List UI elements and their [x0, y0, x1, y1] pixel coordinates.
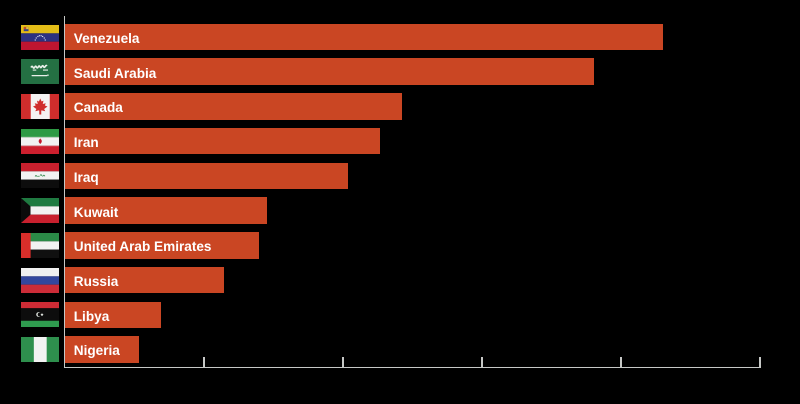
bar-label: Saudi Arabia	[73, 65, 157, 81]
bar[interactable]: Kuwait	[65, 197, 267, 224]
libya-flag-icon	[20, 302, 59, 328]
bar[interactable]: Libya	[65, 301, 162, 328]
bar[interactable]: Venezuela	[65, 23, 663, 51]
iran-flag-icon	[20, 128, 59, 154]
x-axis-tick	[203, 357, 205, 367]
bar-label: Canada	[73, 100, 123, 116]
bar-label: Libya	[73, 308, 110, 324]
canada-flag-icon	[20, 93, 59, 119]
nigeria-flag-icon	[20, 336, 59, 362]
iraq-flag-icon	[20, 163, 59, 189]
canada-flag-icon	[20, 93, 59, 119]
libya-flag-icon	[20, 302, 59, 328]
bar[interactable]: Iraq	[65, 162, 349, 190]
bar-label: Kuwait	[73, 204, 119, 220]
iran-flag-icon	[20, 128, 59, 154]
bar[interactable]: Nigeria	[65, 336, 139, 363]
kuwait-flag-icon	[20, 198, 59, 224]
saudi-arabia-flag-icon	[20, 59, 59, 85]
bar-label: Iran	[73, 135, 99, 151]
iraq-flag-icon	[20, 163, 59, 189]
bar[interactable]: Russia	[65, 266, 225, 294]
bar-label: Iraq	[73, 169, 99, 185]
x-axis-tick	[342, 357, 344, 367]
venezuela-flag-icon	[20, 24, 59, 50]
united-arab-emirates-flag-icon	[20, 232, 59, 258]
kuwait-flag-icon	[20, 198, 59, 224]
venezuela-flag-icon	[20, 24, 59, 50]
russia-flag-icon	[20, 267, 59, 293]
nigeria-flag-icon	[20, 336, 59, 362]
x-axis-tick	[759, 357, 761, 367]
bar-label: United Arab Emirates	[73, 239, 212, 255]
russia-flag-icon	[20, 267, 59, 293]
y-axis-line	[63, 16, 66, 369]
united-arab-emirates-flag-icon	[20, 232, 59, 258]
bar-label: Venezuela	[73, 30, 140, 46]
bar-label: Nigeria	[73, 343, 120, 359]
bar[interactable]: Saudi Arabia	[65, 58, 595, 85]
x-axis-tick	[620, 357, 622, 367]
bar[interactable]: Iran	[65, 127, 380, 155]
saudi-arabia-flag-icon	[20, 59, 59, 85]
bar[interactable]: Canada	[65, 93, 403, 120]
x-axis-line	[63, 366, 761, 369]
x-axis-tick	[481, 357, 483, 367]
bar-label: Russia	[73, 273, 119, 289]
bar[interactable]: United Arab Emirates	[65, 232, 260, 259]
